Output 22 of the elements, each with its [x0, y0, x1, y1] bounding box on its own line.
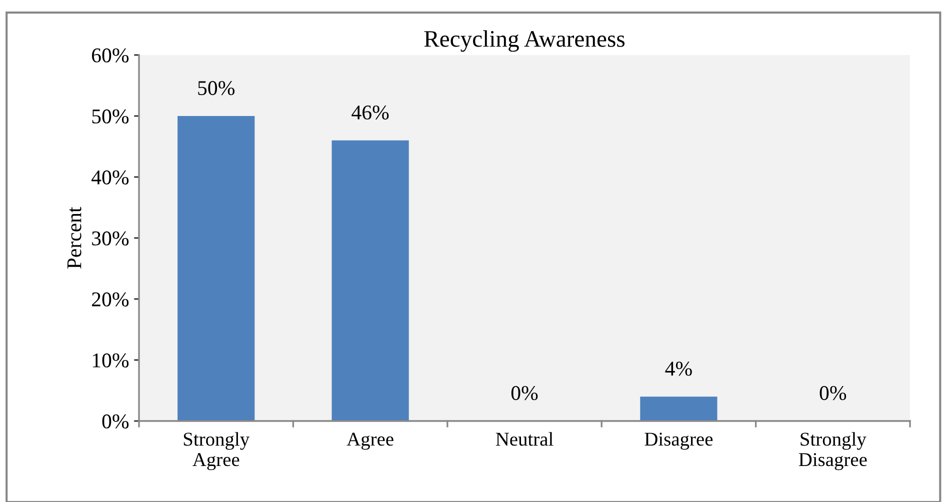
data-label: 46% — [352, 105, 389, 120]
chart-title: Recycling Awareness — [424, 30, 625, 52]
x-tick-label: Strongly Agree — [184, 432, 250, 470]
data-label: 4% — [665, 362, 692, 376]
x-tick-label: Neutral — [496, 432, 554, 446]
y-tick-label: 60% — [92, 48, 129, 62]
y-tick-label: 40% — [92, 170, 129, 184]
bar — [178, 116, 255, 421]
data-label: 0% — [820, 386, 846, 400]
y-tick-label: 30% — [92, 231, 129, 246]
y-tick-label: 10% — [92, 353, 129, 368]
bar — [332, 140, 409, 421]
data-label: 50% — [198, 81, 234, 96]
x-tick-label: Strongly Disagree — [798, 432, 867, 470]
x-tick-label: Agree — [346, 432, 394, 450]
y-axis-title: Percent — [67, 206, 82, 269]
bar — [640, 396, 718, 421]
y-tick-label: 0% — [102, 414, 129, 428]
y-tick-label: 50% — [92, 109, 129, 124]
x-tick-label: Disagree — [644, 432, 713, 450]
data-label: 0% — [511, 386, 538, 400]
y-tick-label: 20% — [92, 292, 129, 306]
